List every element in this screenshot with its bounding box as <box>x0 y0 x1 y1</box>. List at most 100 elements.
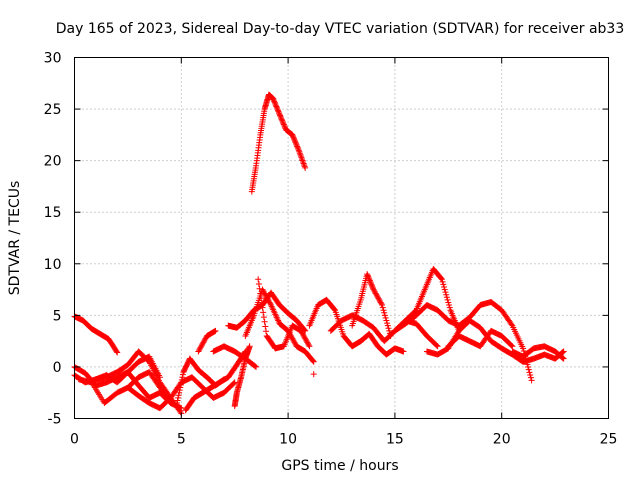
data-point-interp <box>293 142 300 149</box>
data-point-interp <box>444 296 451 303</box>
grid <box>74 57 609 419</box>
data-point-interp <box>526 369 533 376</box>
data-point <box>400 348 407 355</box>
data-point-interp <box>263 294 270 301</box>
data-point <box>306 343 313 350</box>
data-point-interp <box>298 154 305 161</box>
data-point-interp <box>270 97 277 104</box>
data-point-interp <box>438 275 445 282</box>
data-point-interp <box>261 318 268 325</box>
data-point-interp <box>197 344 204 351</box>
data-point <box>195 348 202 355</box>
data-point-interp <box>198 343 205 350</box>
data-point-interp <box>384 322 391 329</box>
data-point-interp <box>252 363 259 370</box>
data-point-interp <box>386 327 393 334</box>
x-tick-label: 25 <box>600 432 618 448</box>
data-point-interp <box>296 148 303 155</box>
data-point-interp <box>262 291 269 298</box>
data-point-interp <box>296 150 303 157</box>
data-point-interp <box>368 282 375 289</box>
data-point-interp <box>369 283 376 290</box>
x-tick-label: 15 <box>386 432 404 448</box>
series-arc-d <box>75 369 174 407</box>
data-point-interp <box>260 309 267 316</box>
x-tick-label: 10 <box>279 432 297 448</box>
data-point <box>114 349 121 356</box>
series-arc-w <box>445 327 516 350</box>
data-point <box>364 271 371 278</box>
data-point-interp <box>267 300 274 307</box>
data-point-interp <box>368 281 375 288</box>
data-point <box>212 327 219 334</box>
data-point-interp <box>366 276 373 283</box>
data-point-interp <box>301 163 308 170</box>
y-tick-label: 0 <box>53 360 62 376</box>
data-point-interp <box>175 392 182 399</box>
data-point-interp <box>370 285 377 292</box>
y-tick-label: 10 <box>44 257 62 273</box>
data-point-interp <box>373 291 380 298</box>
data-point-interp <box>379 304 386 311</box>
data-point-interp <box>298 329 305 336</box>
plot-frame <box>74 57 609 419</box>
data-point-interp <box>433 342 440 349</box>
data-point-interp <box>278 115 285 122</box>
data-point-interp <box>441 283 448 290</box>
series-arc-s <box>349 271 394 339</box>
data-point-interp <box>196 347 203 354</box>
data-point-interp <box>301 161 308 168</box>
data-point-interp <box>299 330 306 337</box>
data-point <box>295 147 302 154</box>
data-point-interp <box>199 340 206 347</box>
data-point-interp <box>302 335 309 342</box>
data-point <box>259 286 266 293</box>
data-point-interp <box>290 135 297 142</box>
data-point-interp <box>281 124 288 131</box>
data-point-interp <box>263 328 270 335</box>
data-point-interp <box>294 144 301 151</box>
data-point-interp <box>305 342 312 349</box>
data-point-interp <box>174 397 181 404</box>
data-point-interp <box>278 116 285 123</box>
data-point-interp <box>374 294 381 301</box>
data-point-interp <box>300 160 307 167</box>
data-point-interp <box>272 102 279 109</box>
data-point <box>520 345 527 352</box>
data-point-interp <box>305 340 312 347</box>
data-point <box>560 348 567 355</box>
data-point-interp <box>377 299 384 306</box>
data-point-interp <box>374 293 381 300</box>
data-point-interp <box>290 336 297 343</box>
data-point <box>310 371 317 378</box>
data-point-interp <box>178 376 185 383</box>
data-point <box>246 343 253 350</box>
data-point-interp <box>297 153 304 160</box>
data-point-interp <box>525 364 532 371</box>
data-point-interp <box>386 330 393 337</box>
series-arc-h <box>182 348 249 414</box>
data-point-interp <box>440 281 447 288</box>
data-point-interp <box>367 278 374 285</box>
data-point-interp <box>508 321 515 328</box>
data-point <box>297 327 304 334</box>
data-point-interp <box>272 100 279 107</box>
data-point-interp <box>292 139 299 146</box>
y-tick-label: 15 <box>44 205 62 221</box>
data-point-interp <box>371 289 378 296</box>
data-point-interp <box>179 371 186 378</box>
data-point-interp <box>310 357 317 364</box>
data-point-interp <box>264 295 271 302</box>
data-point-interp <box>385 325 392 332</box>
data-point-interp <box>376 296 383 303</box>
data-point <box>370 286 377 293</box>
data-point-interp <box>372 290 379 297</box>
x-axis-label: GPS time / hours <box>281 458 398 474</box>
data-point-interp <box>290 338 297 345</box>
data-point-interp <box>383 317 390 324</box>
data-point <box>509 343 516 350</box>
data-point <box>560 355 567 362</box>
data-point-interp <box>446 302 453 309</box>
y-axis-label: SDTVAR / TECUs <box>7 181 23 296</box>
